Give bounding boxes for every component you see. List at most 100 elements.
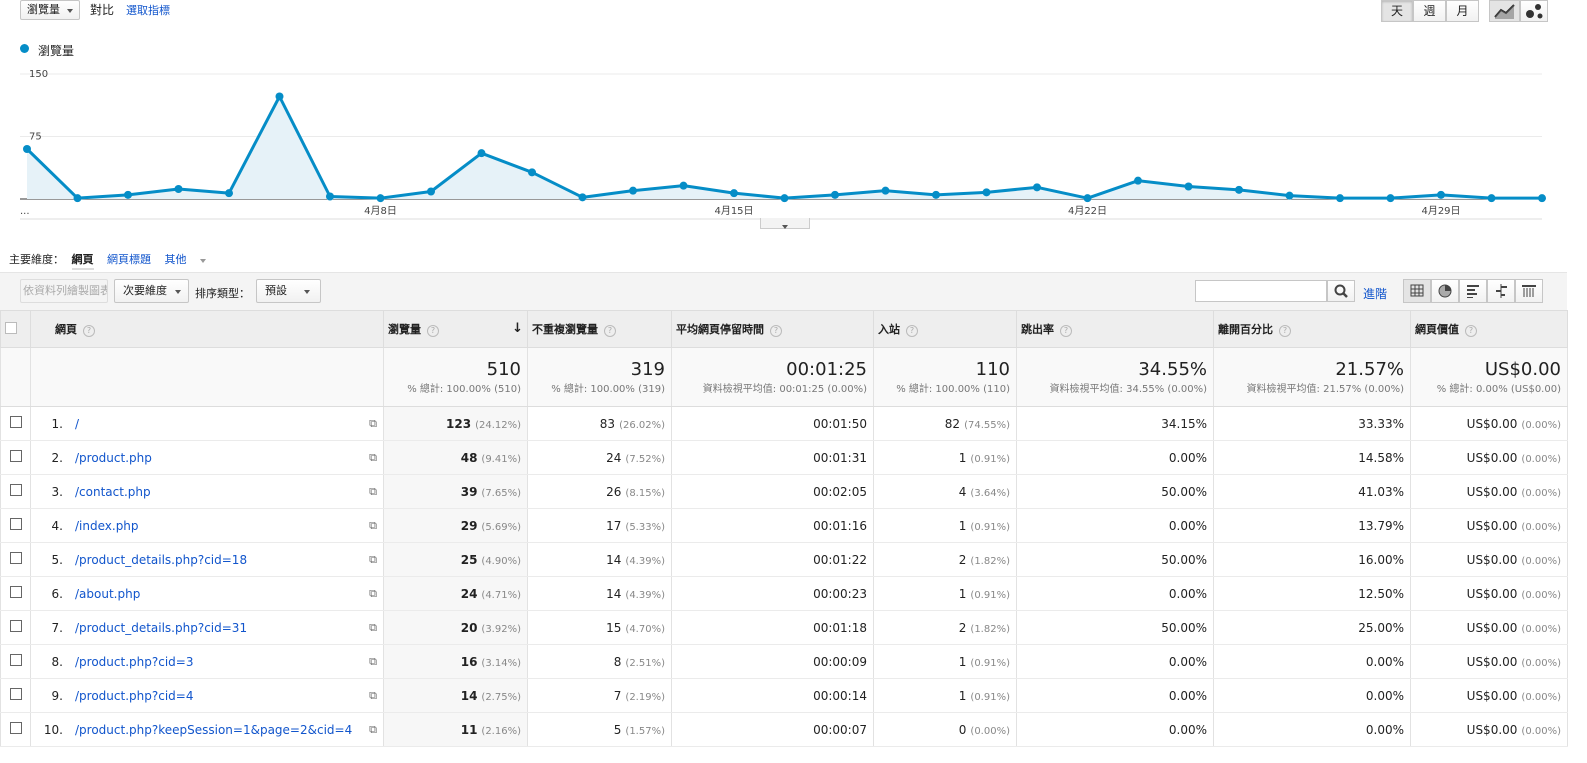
data-point[interactable]	[1083, 194, 1092, 203]
data-point[interactable]	[679, 181, 688, 190]
open-external-icon[interactable]: ⧉	[369, 450, 377, 464]
open-external-icon[interactable]: ⧉	[369, 416, 377, 430]
row-checkbox[interactable]	[9, 416, 22, 428]
period-week-button[interactable]: 週	[1413, 0, 1446, 22]
data-point[interactable]	[1538, 194, 1546, 203]
data-point[interactable]	[1285, 191, 1294, 200]
data-point[interactable]	[982, 188, 991, 197]
data-point[interactable]	[1336, 194, 1344, 203]
motion-chart-button[interactable]	[1520, 0, 1548, 22]
open-external-icon[interactable]: ⧉	[369, 518, 377, 532]
col-header-entrances[interactable]: 入站?	[873, 310, 1017, 348]
view-comparison-button[interactable]	[1487, 279, 1515, 303]
open-external-icon[interactable]: ⧉	[369, 586, 377, 600]
row-checkbox[interactable]	[9, 722, 22, 734]
plot-rows-button[interactable]: 依資料列繪製圖表	[20, 279, 108, 303]
view-pie-button[interactable]	[1431, 279, 1459, 303]
help-icon[interactable]: ?	[1060, 325, 1072, 337]
data-point[interactable]	[376, 194, 385, 203]
col-header-avg-time[interactable]: 平均網頁停留時間?	[671, 310, 874, 348]
open-external-icon[interactable]: ⧉	[369, 688, 377, 702]
data-point[interactable]	[932, 190, 940, 199]
row-checkbox[interactable]	[9, 688, 22, 700]
page-link[interactable]: /product.php?keepSession=1&page=2&cid=4	[75, 722, 353, 737]
select-all-checkbox[interactable]	[5, 321, 17, 334]
help-icon[interactable]: ?	[427, 325, 439, 337]
data-point[interactable]	[1487, 194, 1496, 203]
metric-select[interactable]: 瀏覽量	[20, 0, 80, 20]
open-external-icon[interactable]: ⧉	[369, 552, 377, 566]
data-point[interactable]	[73, 194, 82, 203]
data-point[interactable]	[477, 149, 486, 158]
data-point[interactable]	[1437, 190, 1445, 199]
data-point[interactable]	[23, 145, 31, 153]
data-point[interactable]	[881, 186, 890, 195]
page-link[interactable]: /contact.php	[75, 484, 151, 499]
page-link[interactable]: /product.php?cid=4	[75, 688, 194, 703]
data-point[interactable]	[427, 187, 435, 196]
view-performance-button[interactable]	[1459, 279, 1487, 303]
data-point[interactable]	[1184, 182, 1193, 191]
page-link[interactable]: /	[75, 416, 80, 431]
data-point[interactable]	[629, 186, 637, 195]
sort-type-select[interactable]: 預設	[256, 279, 321, 303]
help-icon[interactable]: ?	[770, 325, 782, 337]
data-point[interactable]	[174, 185, 183, 193]
help-icon[interactable]: ?	[1279, 325, 1291, 337]
row-checkbox[interactable]	[9, 450, 22, 462]
data-point[interactable]	[1386, 194, 1395, 203]
open-external-icon[interactable]: ⧉	[369, 722, 377, 736]
data-point[interactable]	[528, 168, 536, 177]
data-point[interactable]	[275, 92, 284, 101]
page-link[interactable]: /product.php	[75, 450, 152, 465]
data-point[interactable]	[1235, 185, 1243, 194]
view-table-button[interactable]	[1403, 279, 1431, 303]
row-checkbox[interactable]	[9, 654, 22, 666]
row-checkbox[interactable]	[9, 586, 22, 598]
search-button[interactable]	[1327, 280, 1355, 302]
open-external-icon[interactable]: ⧉	[369, 620, 377, 634]
page-link[interactable]: /about.php	[75, 586, 141, 601]
dimension-page-title[interactable]: 網頁標題	[107, 253, 151, 266]
row-checkbox[interactable]	[9, 518, 22, 530]
dimension-other[interactable]: 其他	[165, 253, 217, 266]
row-checkbox[interactable]	[9, 552, 22, 564]
select-metric-link[interactable]: 選取指標	[126, 4, 170, 17]
col-header-pageviews[interactable]: 瀏覽量? ↓	[383, 310, 528, 348]
data-point[interactable]	[730, 189, 738, 198]
help-icon[interactable]: ?	[906, 325, 918, 337]
data-point[interactable]	[225, 189, 233, 198]
data-point[interactable]	[578, 193, 587, 202]
help-icon[interactable]: ?	[1465, 325, 1477, 337]
period-month-button[interactable]: 月	[1446, 0, 1479, 22]
help-icon[interactable]: ?	[83, 325, 95, 337]
line-chart-button[interactable]	[1489, 0, 1520, 22]
col-header-unique-pageviews[interactable]: 不重複瀏覽量?	[527, 310, 672, 348]
page-link[interactable]: /product_details.php?cid=18	[75, 552, 248, 567]
view-pivot-button[interactable]	[1515, 279, 1543, 303]
table-search-input[interactable]	[1195, 280, 1327, 302]
page-link[interactable]: /index.php	[75, 518, 139, 533]
data-point[interactable]	[1033, 183, 1041, 192]
row-checkbox[interactable]	[9, 620, 22, 632]
help-icon[interactable]: ?	[604, 325, 616, 337]
data-point[interactable]	[780, 194, 789, 203]
col-header-bounce-rate[interactable]: 跳出率?	[1016, 310, 1214, 348]
secondary-dimension-select[interactable]: 次要維度	[114, 279, 189, 303]
col-header-page-value[interactable]: 網頁價值?	[1410, 310, 1568, 348]
advanced-filter-link[interactable]: 進階	[1363, 287, 1388, 301]
data-point[interactable]	[124, 190, 132, 199]
period-day-button[interactable]: 天	[1381, 0, 1413, 22]
page-link[interactable]: /product.php?cid=3	[75, 654, 194, 669]
col-header-exit-pct[interactable]: 離開百分比?	[1213, 310, 1411, 348]
open-external-icon[interactable]: ⧉	[369, 654, 377, 668]
row-checkbox[interactable]	[9, 484, 22, 496]
data-point[interactable]	[1134, 176, 1142, 185]
chart-resize-handle[interactable]	[760, 218, 810, 229]
data-point[interactable]	[831, 190, 839, 199]
data-point[interactable]	[326, 192, 334, 201]
col-header-page[interactable]: 網頁?	[30, 310, 384, 348]
page-link[interactable]: /product_details.php?cid=31	[75, 620, 248, 635]
open-external-icon[interactable]: ⧉	[369, 484, 377, 498]
dimension-page[interactable]: 網頁	[71, 253, 94, 270]
